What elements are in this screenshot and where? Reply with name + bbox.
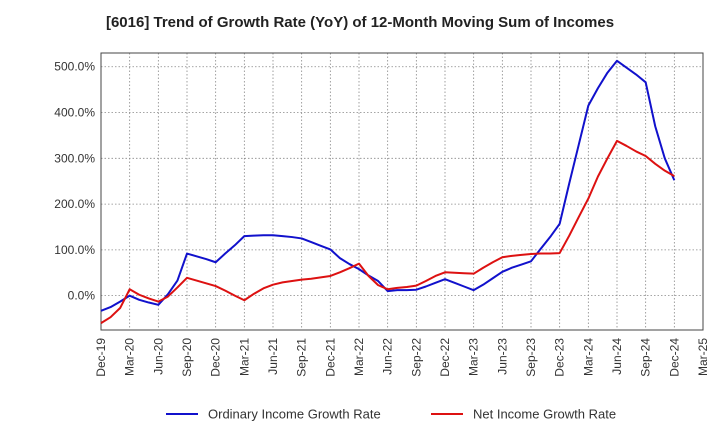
- x-tick-label: Mar-25: [696, 338, 710, 376]
- x-tick-label: Dec-21: [323, 338, 337, 377]
- x-tick-label: Sep-20: [180, 338, 194, 377]
- legend-label-2: Net Income Growth Rate: [473, 407, 616, 422]
- x-tick-label: Sep-23: [524, 338, 538, 377]
- series-line-1: [100, 59, 676, 312]
- x-tick-label: Mar-21: [237, 338, 251, 376]
- legend-label-1: Ordinary Income Growth Rate: [208, 407, 381, 422]
- y-tick-label: 200.0%: [54, 197, 95, 211]
- y-tick-label: 400.0%: [54, 106, 95, 120]
- chart-title: [6016] Trend of Growth Rate (YoY) of 12-…: [105, 14, 615, 31]
- plot-area: [101, 53, 703, 330]
- x-tick-label: Mar-23: [467, 338, 481, 376]
- x-tick-label: Mar-20: [123, 338, 137, 376]
- y-tick-label: 0.0%: [68, 289, 96, 303]
- x-tick-label: Mar-24: [581, 338, 595, 376]
- y-tick-label: 500.0%: [54, 60, 95, 74]
- x-tick-label: Sep-24: [639, 338, 653, 377]
- y-tick-label: 100.0%: [54, 243, 95, 257]
- x-tick-label: Dec-24: [667, 338, 681, 377]
- y-tick-label: 300.0%: [54, 151, 95, 165]
- x-tick-label: Sep-21: [295, 338, 309, 377]
- x-tick-label: Dec-20: [209, 338, 223, 377]
- x-tick-label: Jun-20: [151, 338, 165, 375]
- x-tick-label: Dec-19: [94, 338, 108, 377]
- x-tick-label: Mar-22: [352, 338, 366, 376]
- x-tick-label: Jun-24: [610, 338, 624, 375]
- x-tick-label: Jun-22: [381, 338, 395, 375]
- x-tick-label: Jun-23: [495, 338, 509, 375]
- plot-frame: [100, 52, 704, 331]
- x-tick-label: Sep-22: [409, 338, 423, 377]
- x-tick-label: Dec-23: [553, 338, 567, 377]
- series-line-2: [100, 139, 675, 324]
- x-tick-label: Jun-21: [266, 338, 280, 375]
- x-tick-label: Dec-22: [438, 338, 452, 377]
